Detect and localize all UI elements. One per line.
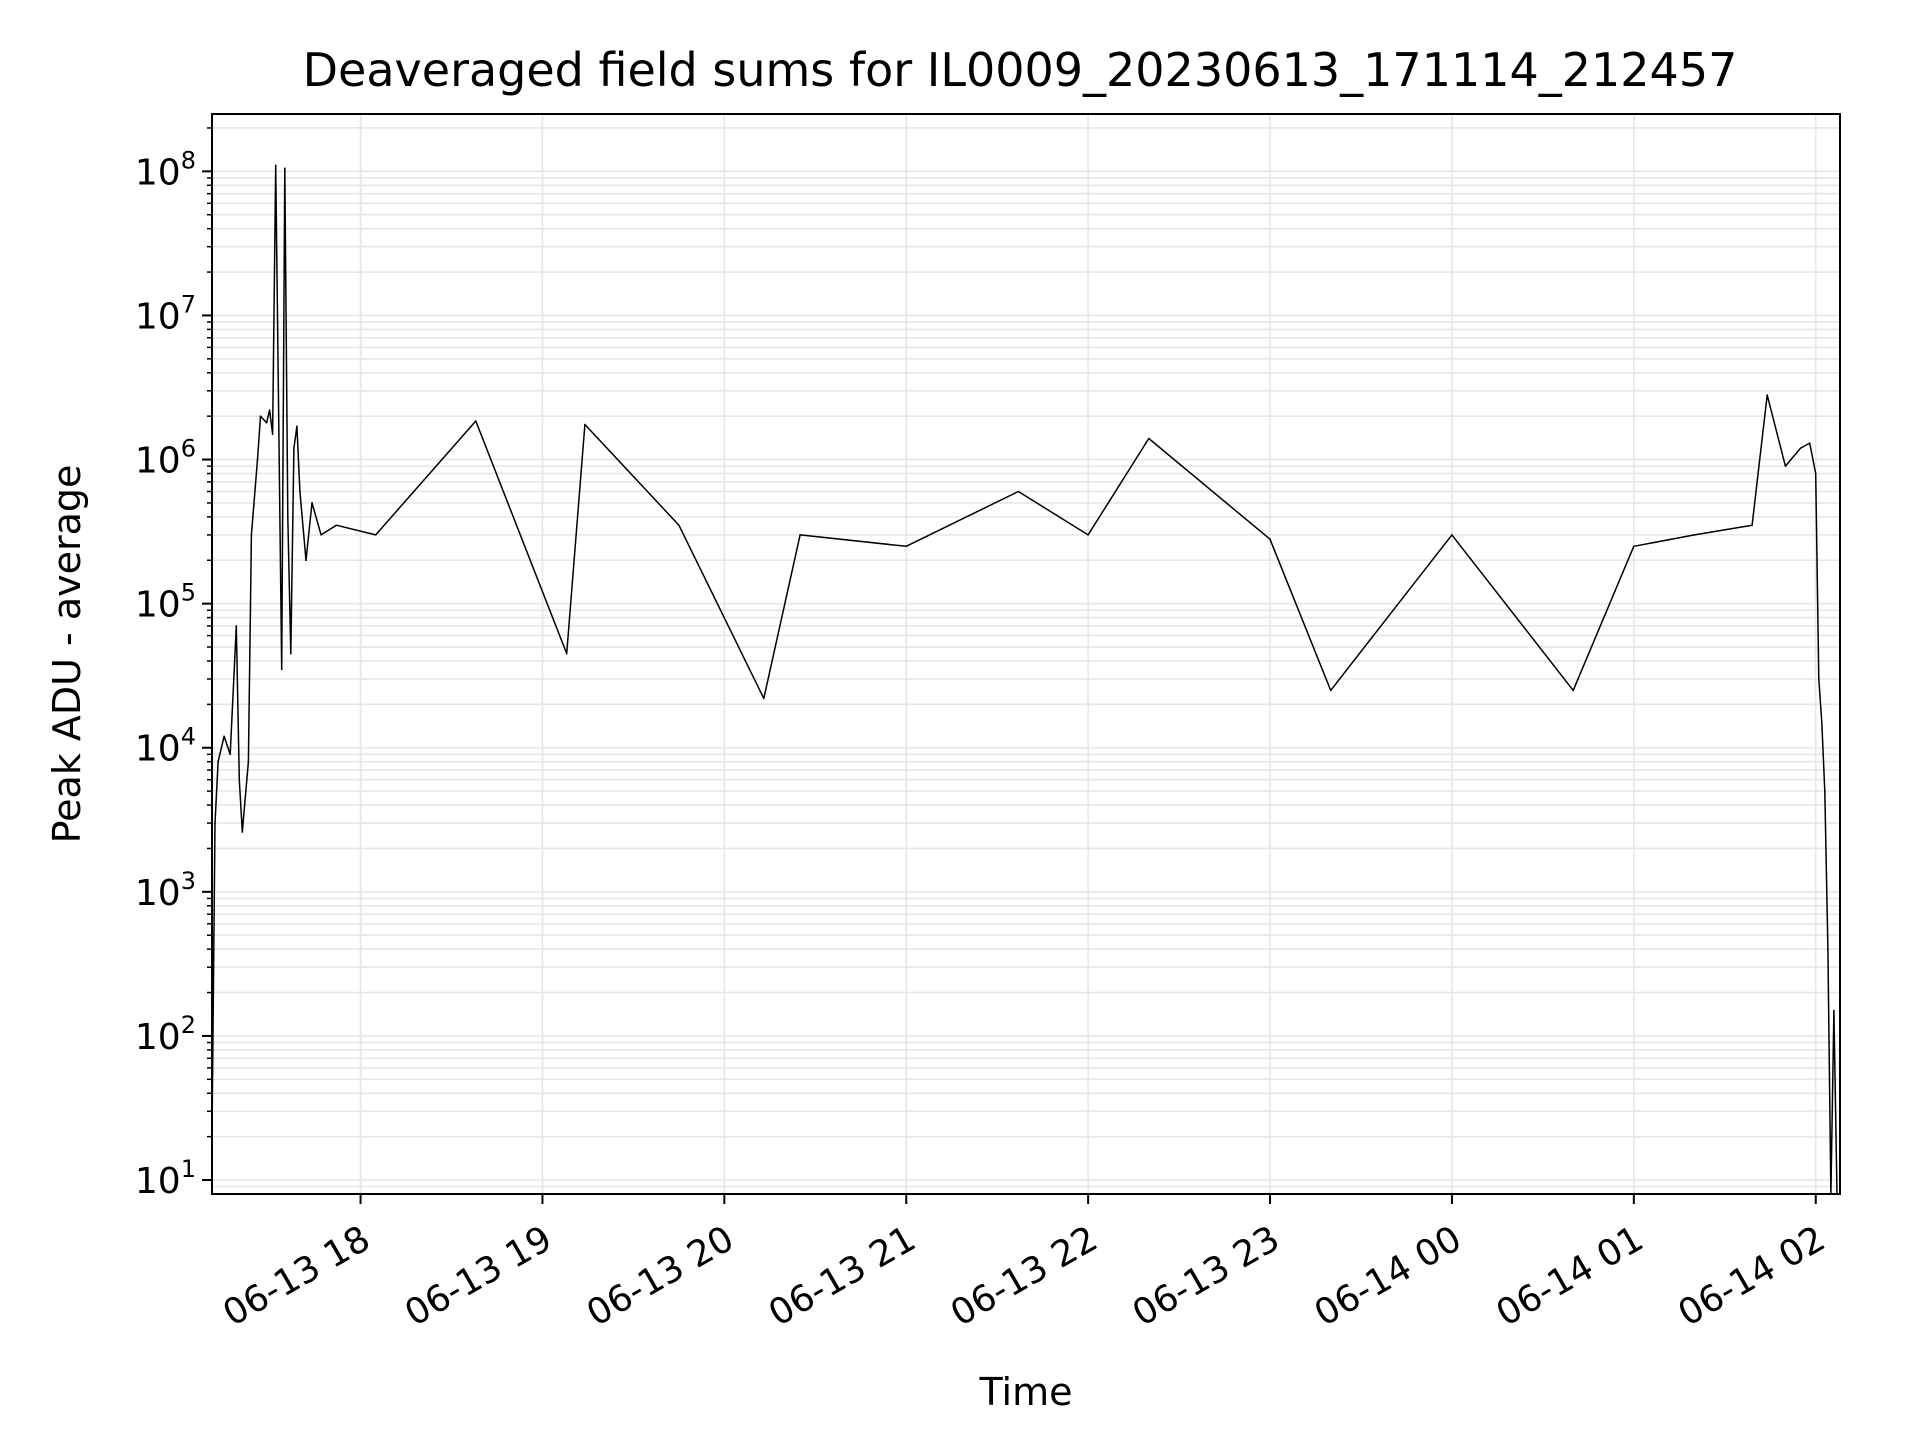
data-point — [1827, 948, 1829, 950]
data-point — [474, 420, 477, 422]
data-point — [1799, 447, 1802, 449]
y-tick-label: 105 — [135, 579, 196, 626]
data-point — [250, 534, 253, 536]
data-point — [296, 425, 298, 428]
data-point — [271, 433, 274, 435]
data-point — [762, 697, 765, 700]
data-point — [905, 545, 908, 548]
y-tick-label: 103 — [135, 867, 196, 914]
y-axis-title: Peak ADU - average — [45, 465, 89, 844]
data-point — [305, 559, 307, 562]
y-axis-ticks: 101 102 103 104 105 106 107 108 — [135, 127, 212, 1202]
data-point — [1451, 534, 1453, 536]
data-point — [1766, 394, 1769, 396]
data-point — [214, 822, 216, 824]
y-tick-label: 101 — [135, 1155, 196, 1202]
data-point — [1087, 534, 1089, 536]
minor-gridlines — [212, 127, 1840, 1195]
data-point — [374, 534, 377, 536]
data-point — [247, 760, 250, 763]
data-point — [299, 490, 301, 493]
data-point — [320, 534, 322, 536]
data-point — [274, 164, 277, 167]
data-point — [290, 652, 292, 655]
data-point — [1833, 1009, 1835, 1012]
major-gridlines — [212, 114, 1840, 1194]
data-point — [265, 421, 268, 424]
data-point — [584, 423, 586, 426]
data-point — [1808, 442, 1811, 444]
data-point — [238, 778, 241, 781]
data-point — [1821, 721, 1823, 724]
data-point — [229, 753, 231, 756]
data-point — [335, 524, 338, 527]
plot-frame — [211, 113, 1841, 1195]
data-point — [799, 534, 801, 536]
data-point — [1572, 689, 1575, 692]
series-layer — [211, 164, 1838, 1195]
data-point — [678, 524, 680, 527]
chart-title: Deaveraged field sums for IL0009_2023061… — [303, 43, 1738, 97]
x-axis-title: Time — [979, 1370, 1073, 1414]
y-tick-label: 106 — [135, 435, 196, 482]
data-point — [1633, 545, 1635, 548]
data-point — [286, 516, 289, 518]
data-point — [280, 668, 283, 671]
data-point — [1784, 465, 1787, 467]
data-point — [1329, 689, 1332, 692]
data-point — [1817, 678, 1820, 680]
data-point — [223, 735, 225, 738]
data-point — [1017, 490, 1020, 493]
data-point — [268, 409, 271, 411]
data-point — [259, 415, 262, 417]
data-point — [235, 625, 238, 627]
data-point — [217, 760, 219, 763]
data-point — [1824, 790, 1826, 792]
data-point — [1147, 437, 1150, 440]
data-point — [311, 502, 313, 504]
data-point — [1693, 534, 1696, 536]
y-tick-label: 102 — [135, 1011, 196, 1058]
y-tick-label: 107 — [135, 290, 196, 337]
data-point — [1814, 472, 1817, 475]
data-point — [565, 652, 568, 655]
data-point — [283, 167, 286, 170]
data-point — [1751, 524, 1753, 527]
data-point — [256, 458, 259, 461]
data-point — [293, 447, 295, 449]
y-tick-label: 104 — [135, 723, 196, 770]
data-point — [241, 831, 244, 833]
data-point — [1269, 538, 1271, 541]
y-tick-label: 108 — [135, 146, 196, 193]
